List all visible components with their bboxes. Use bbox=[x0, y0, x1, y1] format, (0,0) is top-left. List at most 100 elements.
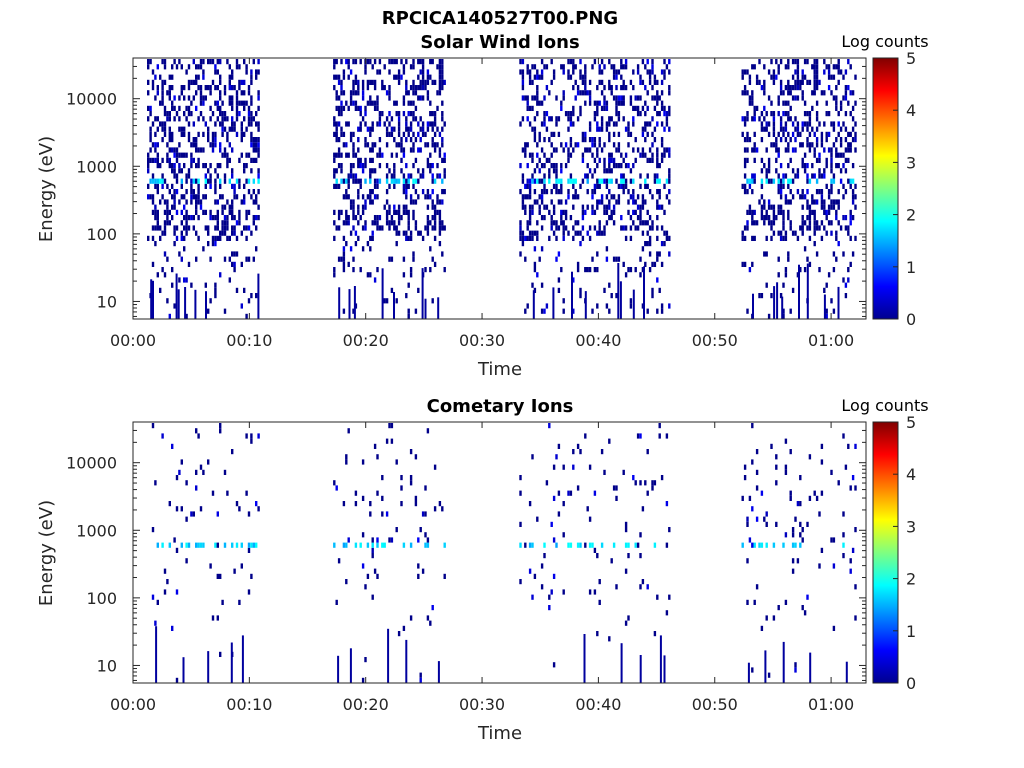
heatmap-cell bbox=[397, 220, 401, 226]
heatmap-cell bbox=[646, 173, 649, 179]
heatmap-cell bbox=[255, 225, 258, 231]
heatmap-cell bbox=[337, 163, 341, 169]
heatmap-cell bbox=[665, 230, 669, 236]
heatmap-cell bbox=[219, 105, 222, 111]
heatmap-cell bbox=[333, 121, 336, 127]
heatmap-cell bbox=[150, 279, 153, 319]
heatmap-cell bbox=[180, 126, 183, 132]
heatmap-cell bbox=[743, 116, 747, 122]
heatmap-cell bbox=[811, 90, 814, 96]
heatmap-cell bbox=[741, 235, 744, 241]
heatmap-cell bbox=[414, 85, 418, 91]
heatmap-cell bbox=[407, 178, 410, 184]
heatmap-cell bbox=[405, 90, 408, 96]
heatmap-cell bbox=[173, 189, 176, 195]
heatmap-cell bbox=[849, 235, 852, 241]
heatmap-cell bbox=[550, 589, 553, 595]
heatmap-cell bbox=[240, 137, 243, 143]
heatmap-cell bbox=[806, 189, 809, 195]
heatmap-cell bbox=[250, 116, 253, 122]
heatmap-cell bbox=[421, 511, 425, 517]
heatmap-cell bbox=[536, 199, 539, 205]
heatmap-cell bbox=[243, 163, 246, 169]
heatmap-cell bbox=[381, 79, 384, 85]
heatmap-cell bbox=[648, 79, 652, 85]
heatmap-cell bbox=[830, 163, 833, 169]
heatmap-cell bbox=[658, 163, 661, 169]
heatmap-cell bbox=[593, 225, 597, 231]
heatmap-cell bbox=[426, 121, 430, 127]
heatmap-cell bbox=[794, 85, 797, 91]
heatmap-cell bbox=[185, 116, 188, 122]
heatmap-cell bbox=[163, 126, 167, 132]
heatmap-cell bbox=[528, 105, 532, 111]
heatmap-cell bbox=[557, 490, 561, 496]
heatmap-cell bbox=[407, 173, 410, 179]
heatmap-cell bbox=[835, 152, 838, 158]
heatmap-cell bbox=[171, 137, 174, 143]
heatmap-cell bbox=[211, 59, 215, 65]
heatmap-cell bbox=[175, 225, 179, 231]
heatmap-cell bbox=[574, 64, 577, 70]
heatmap-cell bbox=[753, 209, 756, 215]
heatmap-cell bbox=[552, 183, 556, 189]
heatmap-cell bbox=[593, 183, 597, 189]
heatmap-cell bbox=[763, 251, 766, 257]
heatmap-cell bbox=[641, 579, 645, 585]
heatmap-cell bbox=[540, 121, 544, 127]
heatmap-cell bbox=[743, 157, 747, 163]
heatmap-cell bbox=[596, 204, 599, 210]
heatmap-cell bbox=[572, 204, 575, 210]
heatmap-cell bbox=[369, 79, 372, 85]
heatmap-cell bbox=[161, 100, 164, 106]
heatmap-cell bbox=[760, 137, 764, 143]
heatmap-cell bbox=[211, 111, 215, 117]
heatmap-cell bbox=[433, 220, 437, 226]
y-tick-label: 10 bbox=[97, 292, 117, 311]
heatmap-cell bbox=[794, 79, 797, 85]
heatmap-cell bbox=[156, 85, 159, 91]
heatmap-cell bbox=[166, 116, 169, 122]
heatmap-cell bbox=[779, 126, 783, 132]
heatmap-cell bbox=[409, 64, 413, 70]
heatmap-cell bbox=[782, 313, 785, 319]
heatmap-cell bbox=[243, 131, 246, 137]
heatmap-cell bbox=[219, 178, 222, 184]
heatmap-cell bbox=[543, 152, 546, 158]
heatmap-cell bbox=[202, 246, 205, 252]
heatmap-cell bbox=[808, 454, 812, 460]
heatmap-cell bbox=[421, 85, 425, 91]
heatmap-cell bbox=[151, 69, 155, 75]
heatmap-cell bbox=[584, 209, 587, 215]
heatmap-cell bbox=[627, 267, 630, 273]
heatmap-cell bbox=[751, 178, 754, 184]
heatmap-cell bbox=[223, 308, 227, 314]
heatmap-cell bbox=[751, 215, 754, 221]
heatmap-cell bbox=[154, 204, 157, 210]
heatmap-cell bbox=[615, 85, 618, 91]
heatmap-cell bbox=[163, 209, 167, 215]
heatmap-cell bbox=[437, 297, 440, 319]
heatmap-cell bbox=[767, 199, 771, 205]
heatmap-cell bbox=[620, 643, 623, 683]
heatmap-cell bbox=[555, 189, 558, 195]
heatmap-cell bbox=[799, 225, 802, 231]
colorbar-tick-label: 3 bbox=[906, 517, 916, 536]
heatmap-cell bbox=[620, 178, 623, 184]
heatmap-cell bbox=[243, 168, 246, 174]
heatmap-cell bbox=[572, 225, 575, 231]
heatmap-cell bbox=[166, 142, 169, 148]
heatmap-cell bbox=[533, 287, 537, 293]
heatmap-cell bbox=[361, 95, 365, 101]
heatmap-cell bbox=[813, 230, 816, 236]
heatmap-cell bbox=[648, 215, 652, 221]
heatmap-cell bbox=[226, 131, 229, 137]
heatmap-cell bbox=[545, 204, 549, 210]
heatmap-cell bbox=[245, 433, 248, 439]
heatmap-cell bbox=[347, 537, 350, 543]
heatmap-cell bbox=[598, 199, 601, 205]
heatmap-cell bbox=[369, 173, 372, 179]
heatmap-cell bbox=[751, 189, 754, 195]
heatmap-cell bbox=[369, 189, 372, 195]
heatmap-cell bbox=[603, 100, 606, 106]
